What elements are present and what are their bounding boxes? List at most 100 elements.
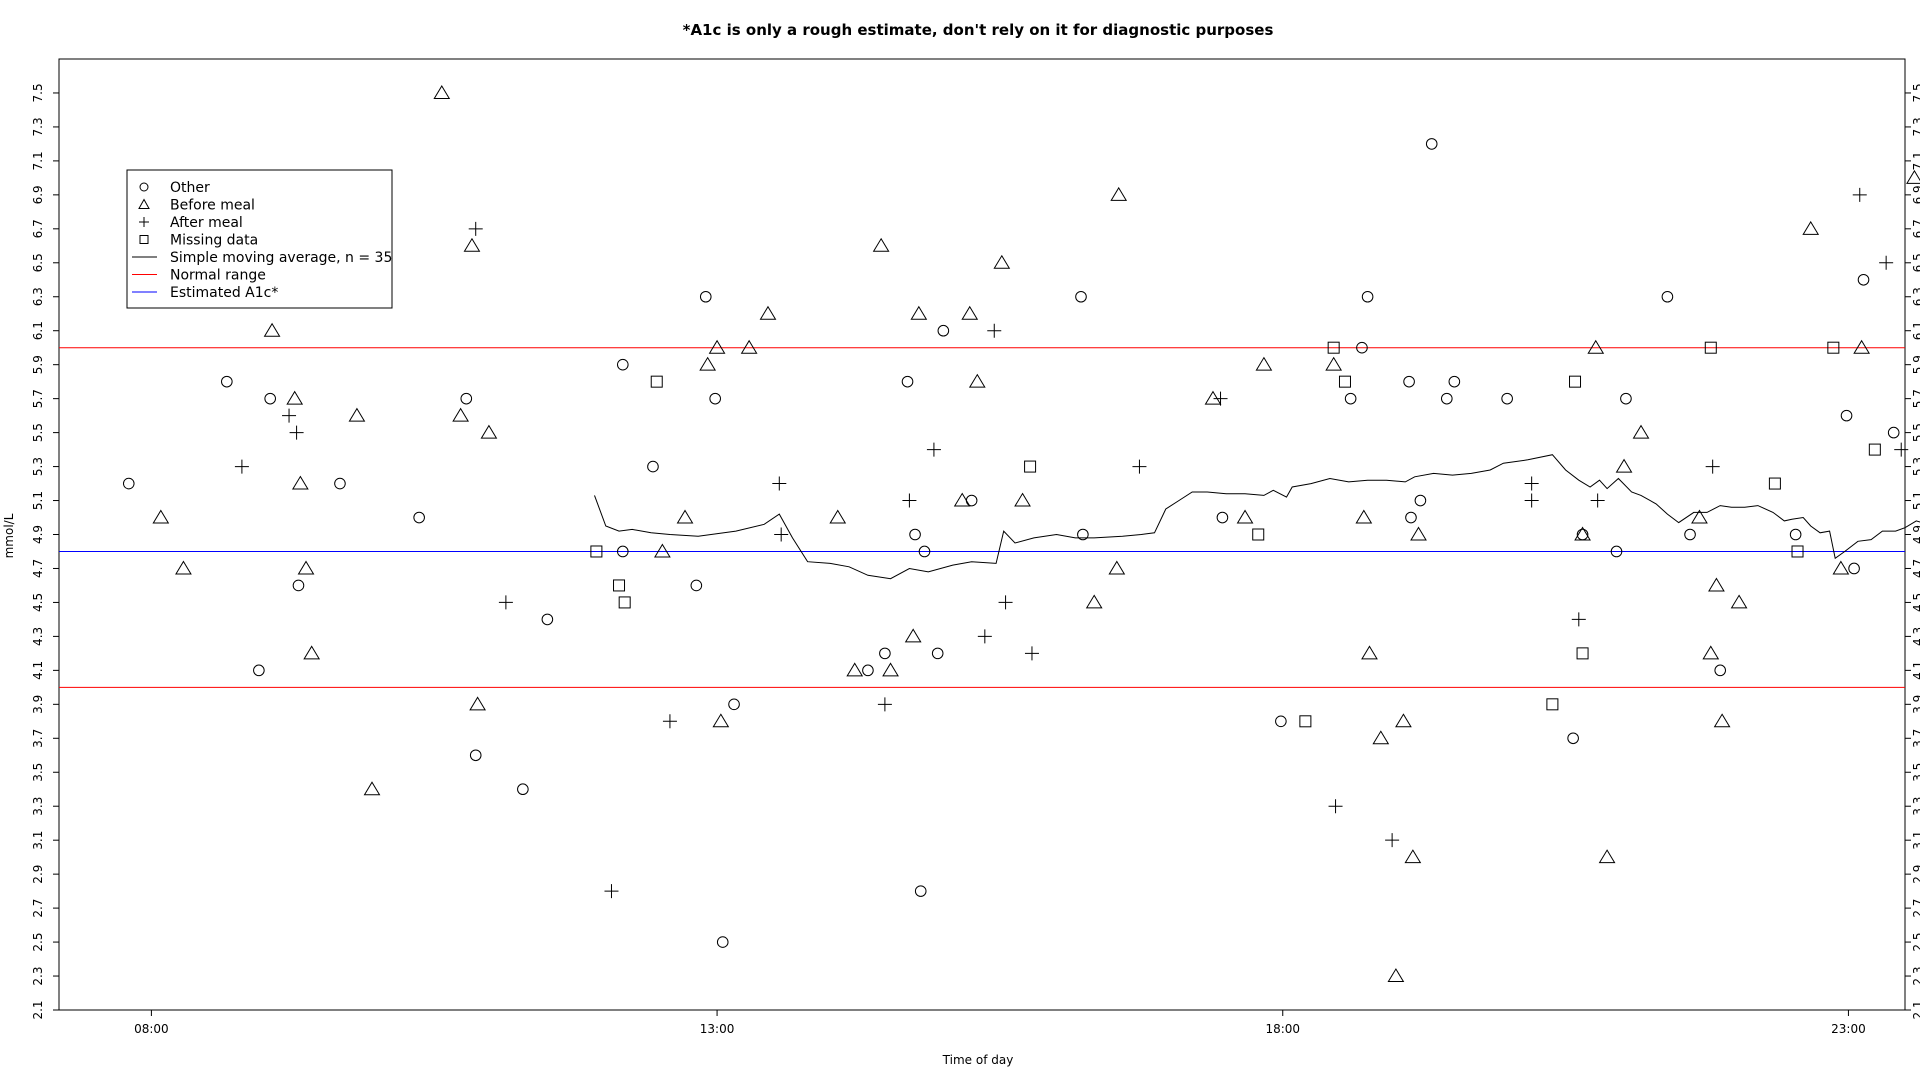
plus-point	[1213, 391, 1228, 406]
triangle-point	[1236, 509, 1254, 524]
plus-point	[1590, 493, 1605, 508]
y-tick-label-left: 3.9	[31, 695, 45, 714]
triangle-point	[175, 560, 192, 575]
y-tick-label-left: 5.9	[31, 355, 45, 374]
y-tick-label-left: 6.3	[31, 287, 45, 306]
triangle-point	[953, 492, 971, 507]
y-tick-label-right: 2.3	[1911, 966, 1920, 985]
circle-point	[1403, 375, 1415, 388]
triangle-point	[1713, 713, 1731, 728]
square-point	[1546, 698, 1559, 711]
triangle-point	[1906, 169, 1920, 184]
plus-point	[877, 697, 892, 712]
y-tick-label-right: 5.3	[1911, 457, 1920, 476]
y-tick-label-right: 3.3	[1911, 797, 1920, 816]
plus-point	[1852, 187, 1867, 202]
triangle-point	[1108, 560, 1126, 575]
y-tick-label-left: 7.3	[31, 117, 45, 136]
triangle-point	[961, 305, 979, 320]
circle-point	[1361, 290, 1374, 303]
moving-average-line	[594, 454, 1920, 580]
legend-square-swatch	[139, 235, 149, 244]
circle-point	[1075, 290, 1087, 303]
triangle-point	[480, 424, 498, 439]
y-tick-label-left: 7.1	[31, 151, 45, 170]
triangle-point	[363, 781, 381, 796]
y-tick-label-right: 7.5	[1911, 83, 1920, 102]
y-tick-label-left: 5.5	[31, 423, 45, 442]
triangle-point	[1014, 492, 1031, 507]
circle-point	[647, 460, 659, 473]
y-tick-label-left: 3.7	[31, 729, 45, 748]
y-tick-label-right: 4.3	[1911, 627, 1920, 646]
plus-point	[977, 629, 992, 644]
x-tick-label: 23:00	[1831, 1022, 1866, 1036]
y-tick-label-right: 4.7	[1911, 559, 1920, 578]
plus-point	[1571, 612, 1586, 627]
y-tick-label-left: 5.3	[31, 457, 45, 476]
triangle-point	[303, 645, 321, 660]
legend-label: Normal range	[170, 268, 266, 284]
y-tick-label-left: 6.1	[31, 321, 45, 340]
circle-point	[1887, 426, 1900, 439]
plus-point	[234, 459, 249, 474]
triangle-point	[712, 713, 730, 728]
circle-point	[541, 613, 554, 626]
plus-point	[1705, 459, 1720, 474]
circle-point	[1275, 715, 1287, 728]
plus-point	[468, 221, 483, 236]
triangle-point	[463, 237, 481, 252]
triangle-point	[1598, 849, 1616, 864]
legend-label: Estimated A1c*	[170, 285, 278, 301]
circle-point	[1501, 392, 1513, 405]
plus-point	[998, 595, 1013, 610]
circle-point	[469, 749, 482, 762]
y-tick-label-right: 2.5	[1911, 933, 1920, 952]
y-tick-label-left: 3.1	[31, 831, 45, 850]
y-tick-label-right: 3.9	[1911, 695, 1920, 714]
circle-point	[1440, 392, 1453, 405]
square-point	[1768, 477, 1781, 490]
circle-point	[1567, 732, 1579, 745]
circle-point	[1425, 138, 1438, 150]
circle-point	[616, 545, 629, 558]
triangle-point	[152, 509, 170, 524]
square-point	[1338, 375, 1351, 388]
reference-lines	[59, 347, 1905, 688]
plus-point	[926, 442, 941, 457]
triangle-point	[1387, 968, 1405, 983]
circle-point	[1356, 341, 1368, 354]
legend-triangle-swatch	[138, 198, 150, 209]
circle-point	[879, 647, 891, 660]
plus-point	[774, 527, 789, 542]
circle-point	[690, 579, 703, 592]
triangle-point	[1832, 560, 1850, 575]
y-tick-label-right: 2.7	[1911, 899, 1920, 918]
y-tick-label-right: 2.9	[1911, 865, 1920, 884]
y-tick-label-left: 6.9	[31, 185, 45, 204]
legend-box	[126, 169, 393, 309]
plus-point	[662, 714, 677, 729]
circle-point	[1840, 409, 1853, 422]
triangle-point	[882, 662, 899, 677]
circle-point	[716, 936, 729, 948]
circle-point	[699, 290, 712, 303]
triangle-point	[872, 237, 890, 252]
triangle-point	[654, 543, 671, 558]
x-tick-label: 13:00	[700, 1022, 735, 1036]
circle-point	[965, 494, 978, 507]
moving-average-layer	[594, 454, 1920, 580]
circle-point	[728, 698, 740, 711]
circle-point	[1714, 664, 1727, 677]
square-point	[1299, 715, 1312, 728]
y-tick-label-left: 6.7	[31, 219, 45, 238]
triangle-point	[829, 509, 847, 524]
legend-label: Before meal	[170, 198, 255, 214]
plus-point	[1132, 459, 1147, 474]
square-point	[1252, 528, 1265, 541]
square-point	[1024, 460, 1037, 473]
triangle-point	[1587, 339, 1605, 354]
triangle-point	[1730, 594, 1748, 609]
circle-point	[1789, 528, 1802, 541]
